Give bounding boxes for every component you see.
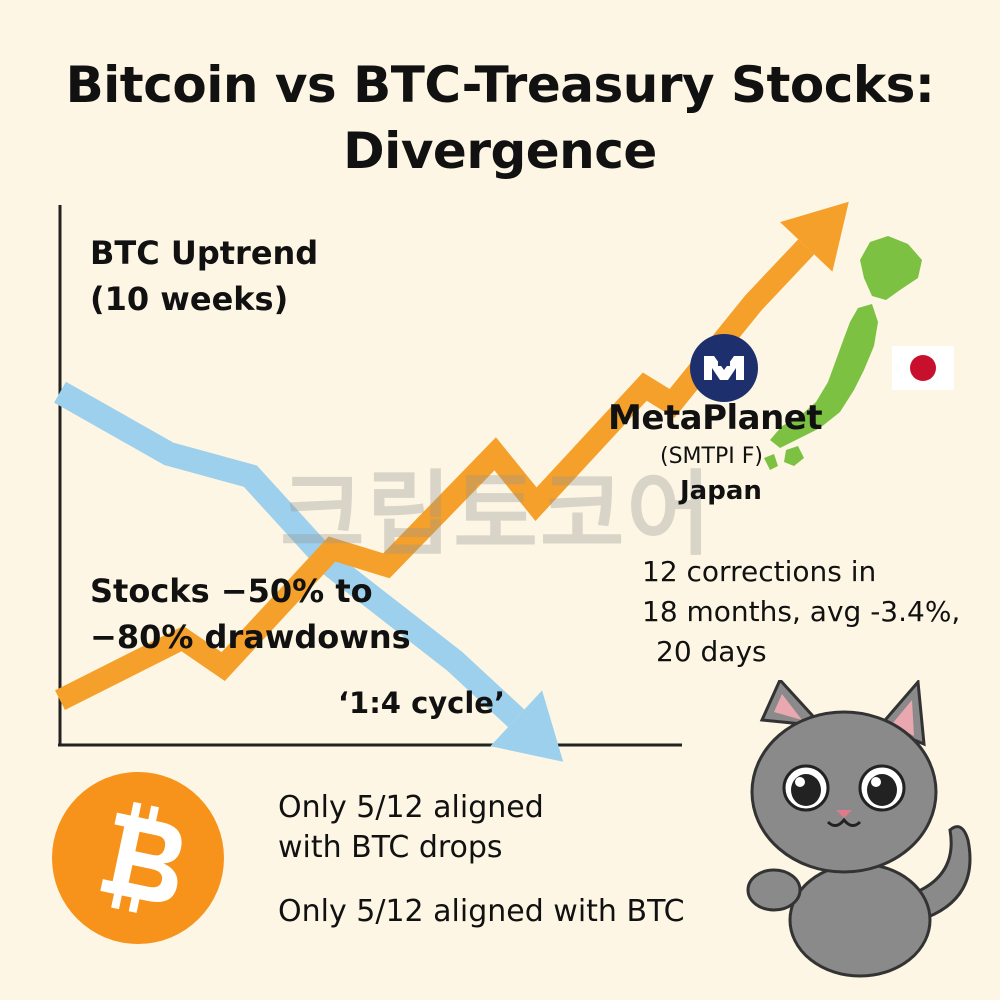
chart-title-line2: Divergence xyxy=(343,122,657,180)
chart-title-line1: Bitcoin vs BTC-Treasury Stocks: xyxy=(65,56,935,114)
japan-flag-icon xyxy=(892,346,954,390)
stocks-line-arrowhead xyxy=(490,690,564,762)
corrections-line1: 12 corrections in xyxy=(642,555,877,588)
btc-line-arrowhead xyxy=(780,201,849,272)
stocks-label-line2: −80% drawdowns xyxy=(90,618,411,656)
gray-cat-icon xyxy=(746,680,972,978)
corrections-line2: 18 months, avg -3.4%, xyxy=(642,595,961,628)
aligned-drops-line2: with BTC drops xyxy=(278,830,503,865)
aligned-drops-line1: Only 5/12 aligned xyxy=(278,790,544,825)
corrections-line3: 20 days xyxy=(656,635,767,668)
btc-uptrend-label-line1: BTC Uptrend xyxy=(90,234,319,272)
metaplanet-ticker: (SMTPI F) xyxy=(660,444,763,469)
aligned-btc-note: Only 5/12 aligned with BTC xyxy=(278,894,685,929)
cycle-label: ‘1:4 cycle’ xyxy=(338,686,505,720)
aligned-drops-note: Only 5/12 aligned with BTC drops xyxy=(278,788,544,868)
corrections-note: 12 corrections in 18 months, avg -3.4%, … xyxy=(642,552,960,672)
metaplanet-logo-icon xyxy=(690,334,758,402)
metaplanet-country: Japan xyxy=(680,476,762,506)
chart-title: Bitcoin vs BTC-Treasury Stocks: Divergen… xyxy=(0,52,1000,184)
metaplanet-name: MetaPlanet xyxy=(608,398,823,438)
stocks-drawdown-label: Stocks −50% to −80% drawdowns xyxy=(90,568,411,660)
btc-uptrend-label: BTC Uptrend (10 weeks) xyxy=(90,230,318,322)
stocks-line xyxy=(54,381,525,728)
watermark-text: 크립토코어 xyxy=(280,461,714,568)
japan-map-icon xyxy=(764,236,922,470)
stocks-label-line1: Stocks −50% to xyxy=(90,572,373,610)
btc-uptrend-label-line2: (10 weeks) xyxy=(90,280,289,318)
bitcoin-coin-icon xyxy=(52,772,224,944)
